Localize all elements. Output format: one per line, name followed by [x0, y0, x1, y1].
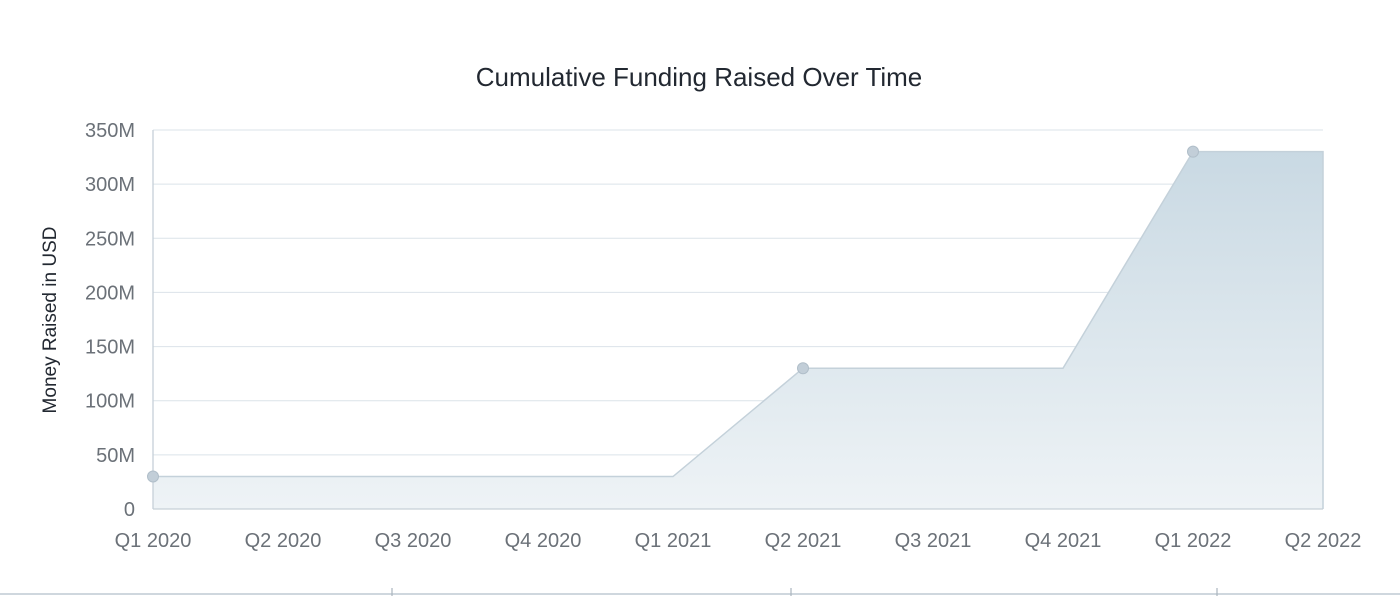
- y-tick-label: 0: [124, 499, 135, 521]
- y-axis-ticks: 0 50M 100M 150M 200M 250M 300M 350M: [85, 120, 135, 521]
- data-point-marker: [147, 470, 159, 483]
- data-point-marker: [797, 362, 809, 375]
- y-tick-label: 300M: [85, 174, 135, 196]
- x-tick-label: Q3 2021: [895, 530, 972, 552]
- data-area: [153, 150, 1324, 509]
- data-markers: [147, 145, 1199, 483]
- x-axis-ticks: Q1 2020 Q2 2020 Q3 2020 Q4 2020 Q1 2021 Q2 20…: [115, 530, 1362, 552]
- y-axis-title: Money Raised in USD: [40, 227, 61, 414]
- chart-title: Cumulative Funding Raised Over Time: [476, 62, 923, 92]
- axes: [152, 130, 1323, 510]
- x-tick-label: Q2 2020: [245, 530, 322, 552]
- x-tick-label: Q1 2022: [1155, 530, 1232, 552]
- y-tick-label: 350M: [85, 120, 135, 142]
- y-tick-label: 150M: [85, 337, 135, 359]
- y-tick-label: 200M: [85, 282, 135, 304]
- x-tick-label: Q4 2020: [505, 530, 582, 552]
- y-tick-label: 250M: [85, 228, 135, 250]
- y-tick-label: 50M: [96, 445, 135, 467]
- x-tick-label: Q2 2022: [1285, 530, 1362, 552]
- area-fill: [153, 151, 1323, 509]
- gridlines: [153, 129, 1323, 456]
- x-tick-label: Q2 2021: [765, 530, 842, 552]
- bottom-separator: [0, 588, 1400, 596]
- x-tick-label: Q1 2020: [115, 530, 192, 552]
- y-tick-label: 100M: [85, 391, 135, 413]
- x-tick-label: Q3 2020: [375, 530, 452, 552]
- x-tick-label: Q4 2021: [1025, 530, 1102, 552]
- x-tick-label: Q1 2021: [635, 530, 712, 552]
- data-point-marker: [1187, 145, 1199, 158]
